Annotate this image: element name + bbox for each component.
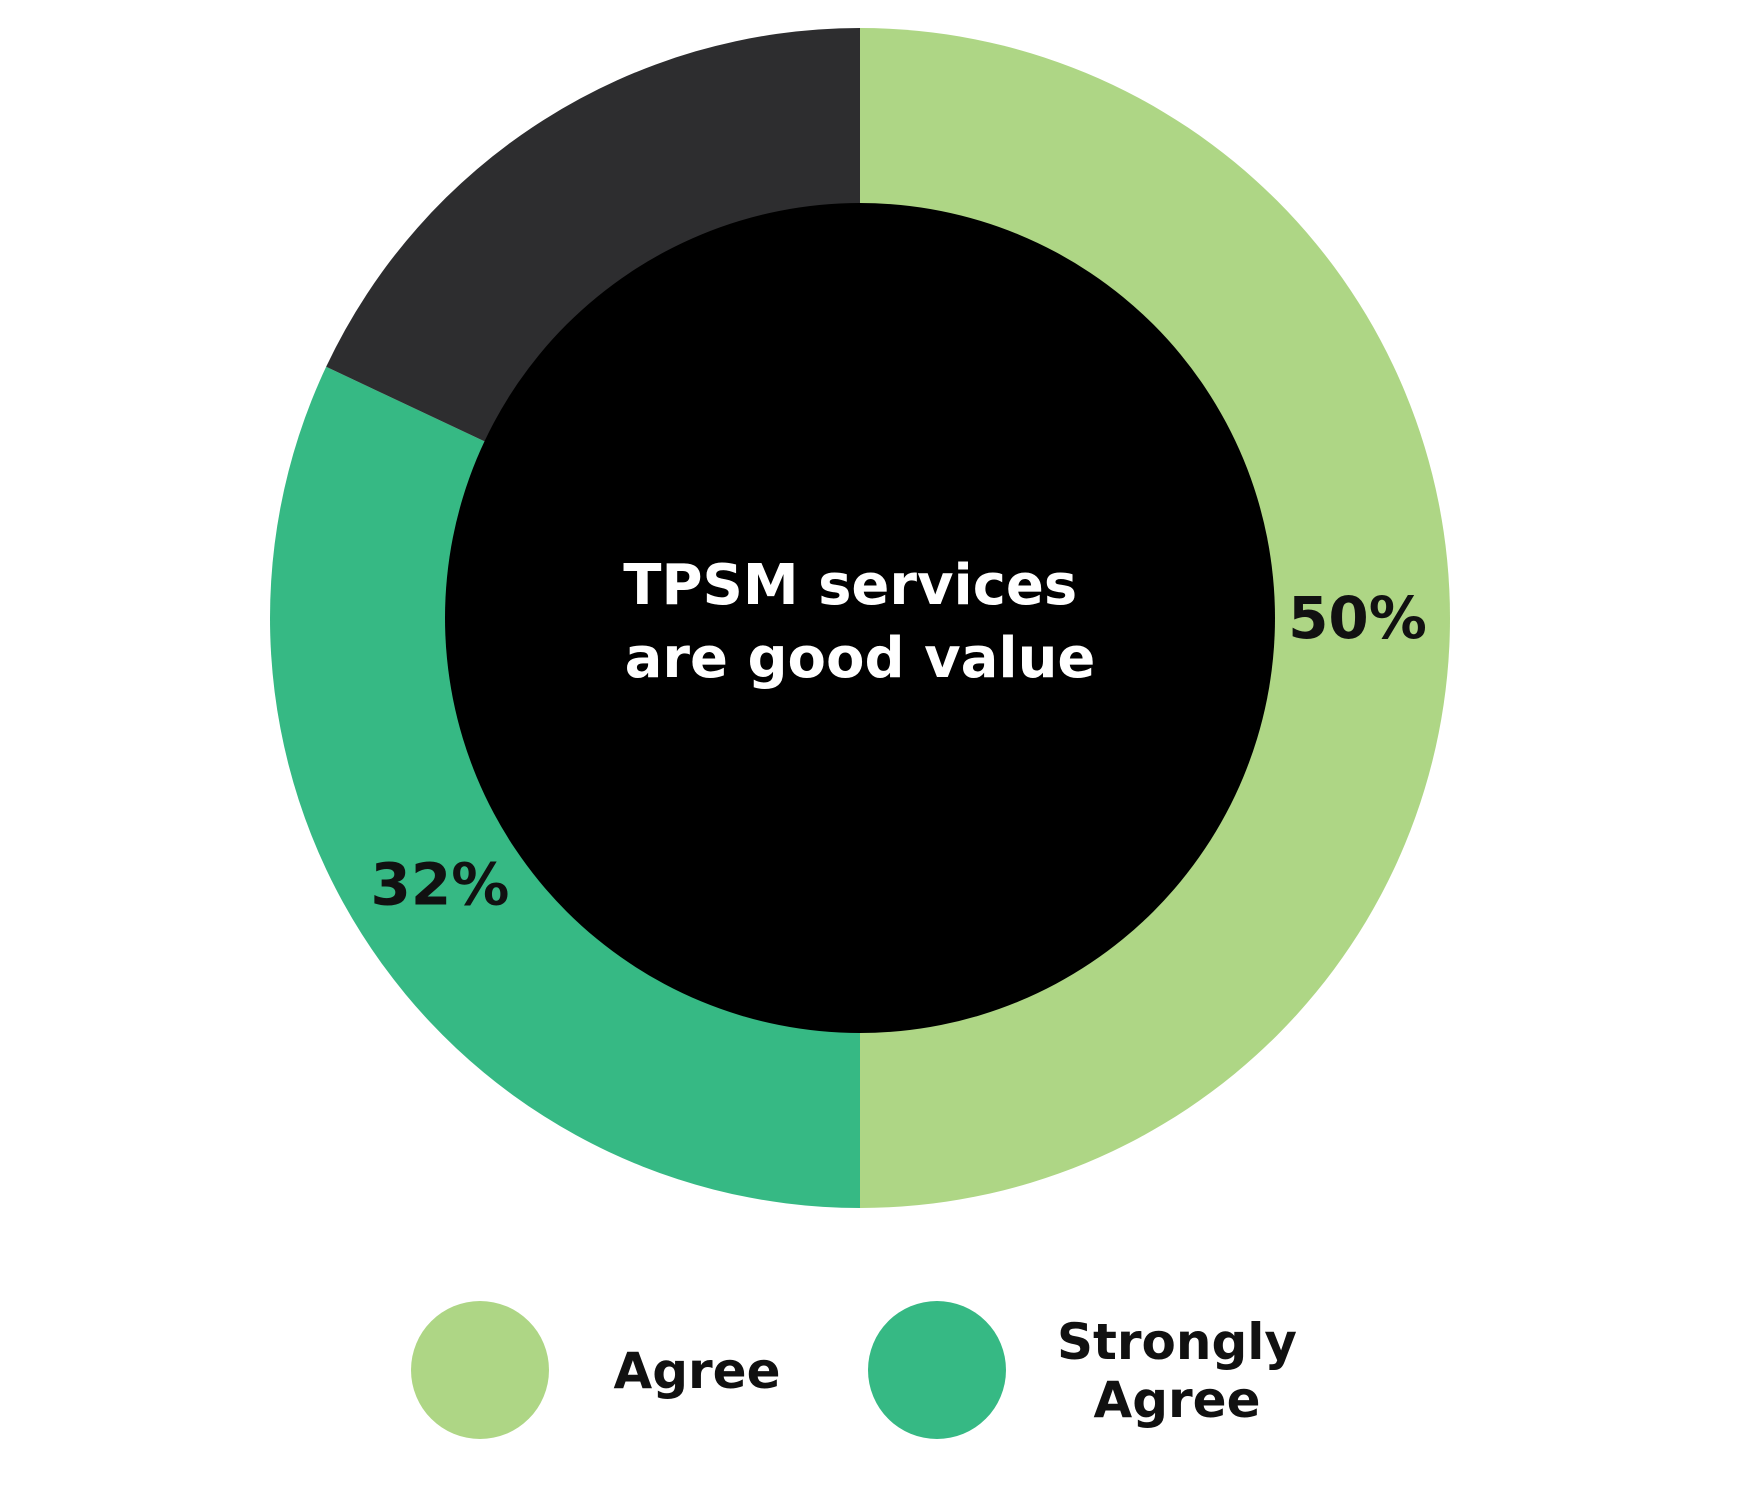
legend-label-0-line-0: Agree [614,1342,781,1400]
legend-label-1-line-0: Strongly [1057,1313,1297,1371]
slice-labels: 50% 32% [371,584,1427,919]
chart-center-title: TPSM services are good value [623,553,1096,691]
legend-label-1: Strongly Agree [1057,1313,1297,1429]
slice-label-0: 50% [1288,584,1427,652]
chart-center-title-line-1: TPSM services [623,553,1077,618]
legend-label-0: Agree [614,1342,781,1400]
legend-label-1-line-1: Agree [1094,1371,1261,1429]
donut-center [445,203,1275,1033]
legend-swatch-1 [868,1301,1006,1439]
slice-label-1: 32% [371,851,510,919]
chart-center-title-line-2: are good value [625,626,1096,691]
legend: Agree Strongly Agree [411,1301,1297,1439]
legend-swatch-0 [411,1301,549,1439]
